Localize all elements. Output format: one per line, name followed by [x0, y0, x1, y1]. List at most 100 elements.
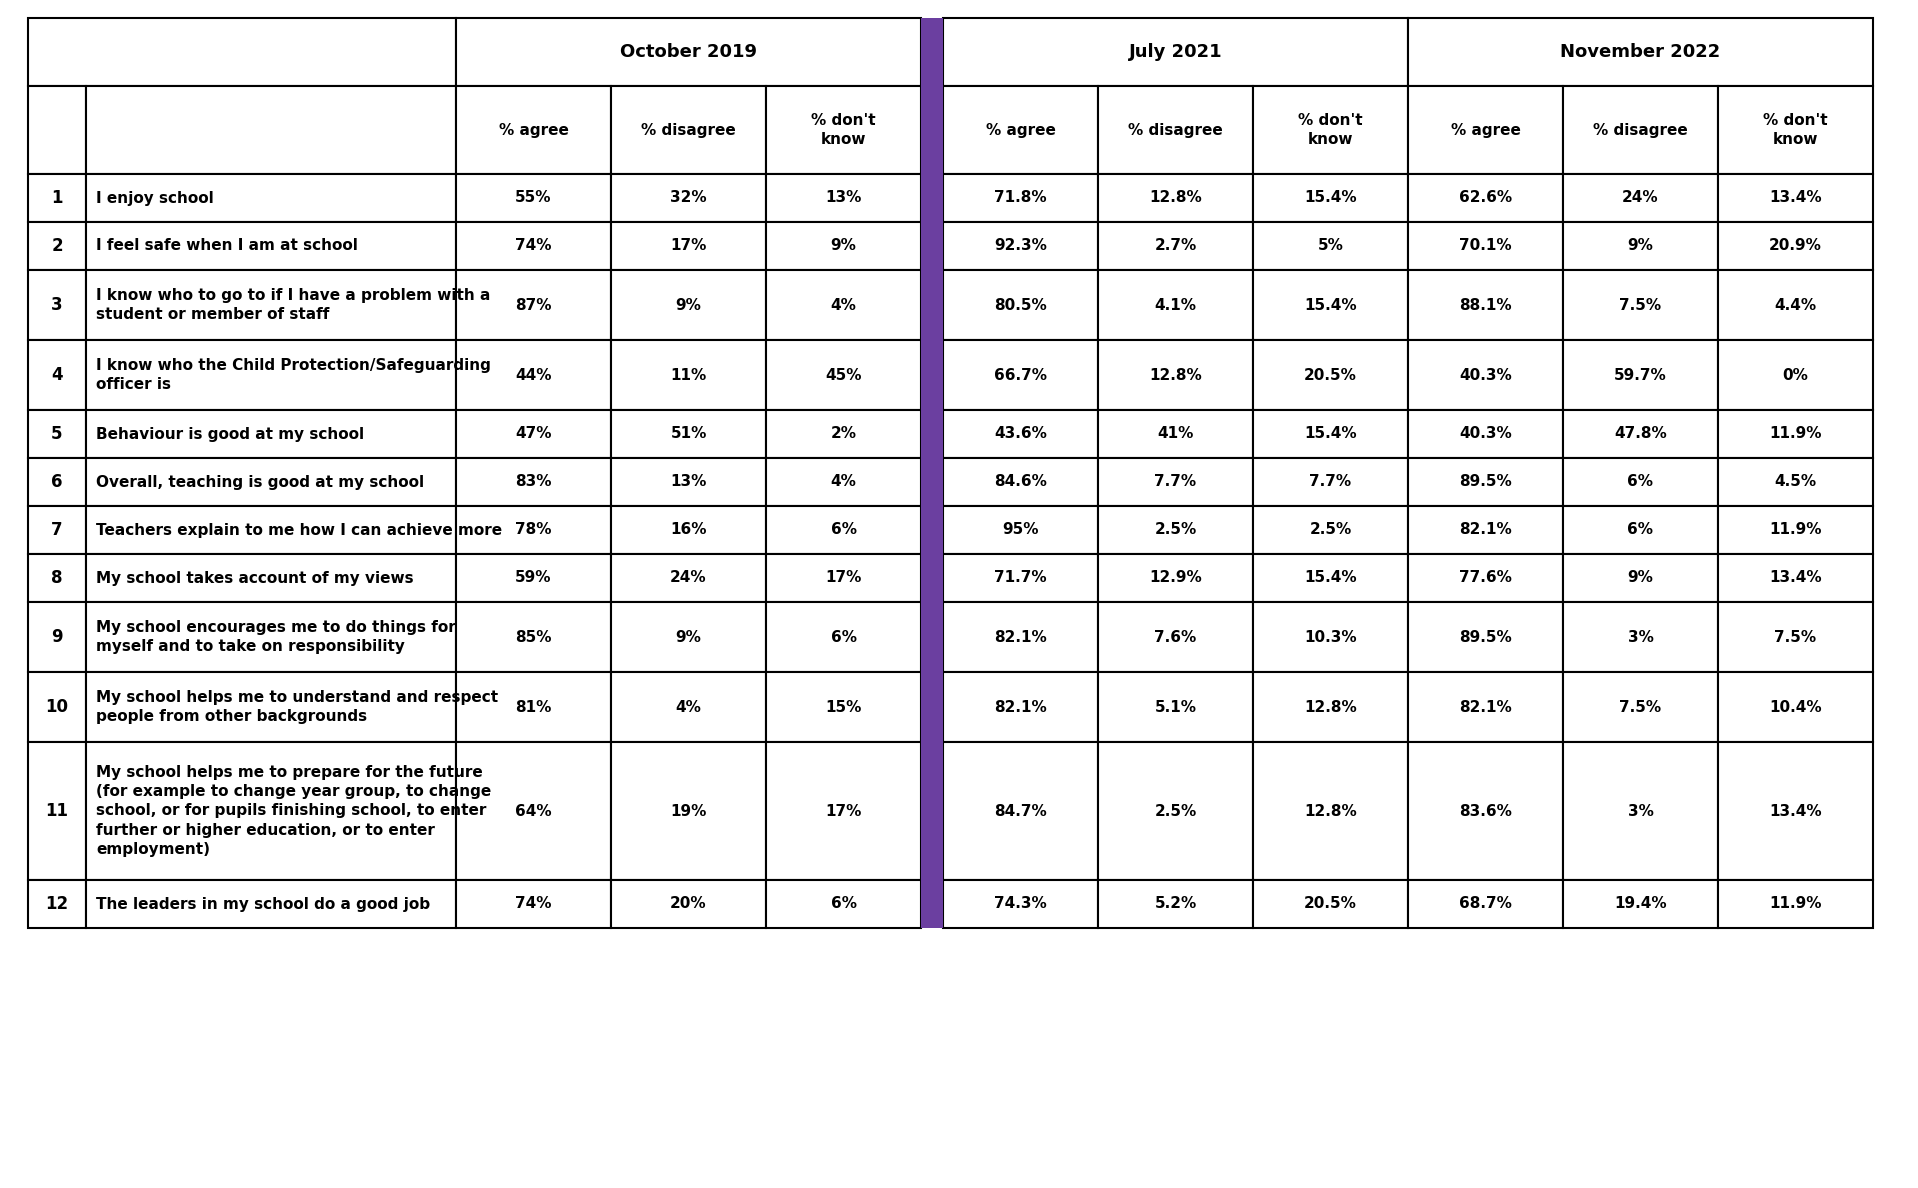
Bar	[921, 86, 944, 173]
Bar	[1252, 880, 1408, 928]
Bar	[1097, 410, 1252, 459]
Text: 7.5%: 7.5%	[1619, 297, 1661, 312]
Bar	[1252, 270, 1408, 340]
Text: 17%: 17%	[669, 239, 706, 253]
Bar	[765, 86, 921, 173]
Text: 83%: 83%	[516, 474, 552, 489]
Bar	[86, 86, 456, 173]
Text: 13%: 13%	[669, 474, 706, 489]
Text: 82.1%: 82.1%	[994, 700, 1047, 714]
Bar	[612, 672, 765, 742]
Text: Overall, teaching is good at my school: Overall, teaching is good at my school	[96, 474, 424, 489]
Bar	[921, 602, 944, 672]
Bar	[1097, 86, 1252, 173]
Bar	[921, 18, 944, 86]
Text: 0%: 0%	[1782, 367, 1809, 383]
Text: July 2021: July 2021	[1128, 43, 1222, 61]
Text: 84.6%: 84.6%	[994, 474, 1047, 489]
Text: 64%: 64%	[516, 803, 552, 819]
Text: 7.7%: 7.7%	[1310, 474, 1352, 489]
Text: 5%: 5%	[1318, 239, 1343, 253]
Bar	[1719, 340, 1874, 410]
Text: 11.9%: 11.9%	[1768, 426, 1822, 442]
Text: 89.5%: 89.5%	[1460, 474, 1511, 489]
Bar	[1408, 222, 1563, 270]
Bar	[921, 672, 944, 742]
Bar	[1252, 86, 1408, 173]
Text: 47.8%: 47.8%	[1615, 426, 1667, 442]
Bar	[1252, 173, 1408, 222]
Bar	[86, 554, 456, 602]
Text: My school takes account of my views: My school takes account of my views	[96, 570, 414, 586]
Bar	[1719, 506, 1874, 554]
Text: 4.4%: 4.4%	[1774, 297, 1816, 312]
Bar	[944, 222, 1097, 270]
Bar	[612, 410, 765, 459]
Text: 9%: 9%	[1628, 239, 1653, 253]
Bar	[1097, 554, 1252, 602]
Bar	[86, 506, 456, 554]
Text: I know who the Child Protection/Safeguarding
officer is: I know who the Child Protection/Safeguar…	[96, 358, 491, 392]
Bar	[456, 222, 612, 270]
Bar	[29, 86, 86, 173]
Text: 6: 6	[52, 473, 63, 491]
Text: 62.6%: 62.6%	[1460, 190, 1511, 206]
Bar	[921, 222, 944, 270]
Bar	[1408, 270, 1563, 340]
Bar	[612, 340, 765, 410]
Bar	[921, 340, 944, 410]
Bar	[1719, 880, 1874, 928]
Bar	[1719, 459, 1874, 506]
Bar	[765, 173, 921, 222]
Text: 12.8%: 12.8%	[1304, 700, 1356, 714]
Bar	[29, 410, 86, 459]
Text: 92.3%: 92.3%	[994, 239, 1047, 253]
Text: 16%: 16%	[669, 523, 706, 537]
Bar	[29, 222, 86, 270]
Text: October 2019: October 2019	[620, 43, 758, 61]
Text: 12.8%: 12.8%	[1149, 367, 1203, 383]
Bar	[944, 173, 1097, 222]
Text: 59%: 59%	[516, 570, 552, 586]
Bar	[1563, 340, 1719, 410]
Bar	[921, 173, 944, 222]
Bar	[921, 410, 944, 459]
Text: 68.7%: 68.7%	[1460, 897, 1511, 911]
Text: 12.8%: 12.8%	[1149, 190, 1203, 206]
Bar	[765, 459, 921, 506]
Bar	[944, 340, 1097, 410]
Bar	[1097, 340, 1252, 410]
Bar	[29, 340, 86, 410]
Text: % agree: % agree	[1450, 122, 1521, 138]
Text: I enjoy school: I enjoy school	[96, 190, 213, 206]
Text: 70.1%: 70.1%	[1460, 239, 1511, 253]
Text: 11%: 11%	[671, 367, 706, 383]
Bar	[1408, 602, 1563, 672]
Text: 12.9%: 12.9%	[1149, 570, 1203, 586]
Bar	[1408, 340, 1563, 410]
Text: 7.5%: 7.5%	[1774, 630, 1816, 645]
Text: 2: 2	[52, 236, 63, 255]
Bar	[944, 880, 1097, 928]
Text: 45%: 45%	[825, 367, 861, 383]
Bar	[1252, 554, 1408, 602]
Text: 74.3%: 74.3%	[994, 897, 1047, 911]
Bar	[456, 880, 612, 928]
Bar	[29, 506, 86, 554]
Bar	[456, 602, 612, 672]
Bar	[29, 459, 86, 506]
Bar	[29, 602, 86, 672]
Text: 5: 5	[52, 425, 63, 443]
Text: 40.3%: 40.3%	[1460, 367, 1511, 383]
Text: 2.7%: 2.7%	[1155, 239, 1197, 253]
Bar	[612, 742, 765, 880]
Text: 20%: 20%	[669, 897, 708, 911]
Text: 24%: 24%	[669, 570, 708, 586]
Bar	[612, 506, 765, 554]
Text: 4.5%: 4.5%	[1774, 474, 1816, 489]
Bar	[944, 742, 1097, 880]
Bar	[456, 18, 921, 86]
Text: % disagree: % disagree	[641, 122, 737, 138]
Text: 95%: 95%	[1003, 523, 1040, 537]
Text: 10.3%: 10.3%	[1304, 630, 1356, 645]
